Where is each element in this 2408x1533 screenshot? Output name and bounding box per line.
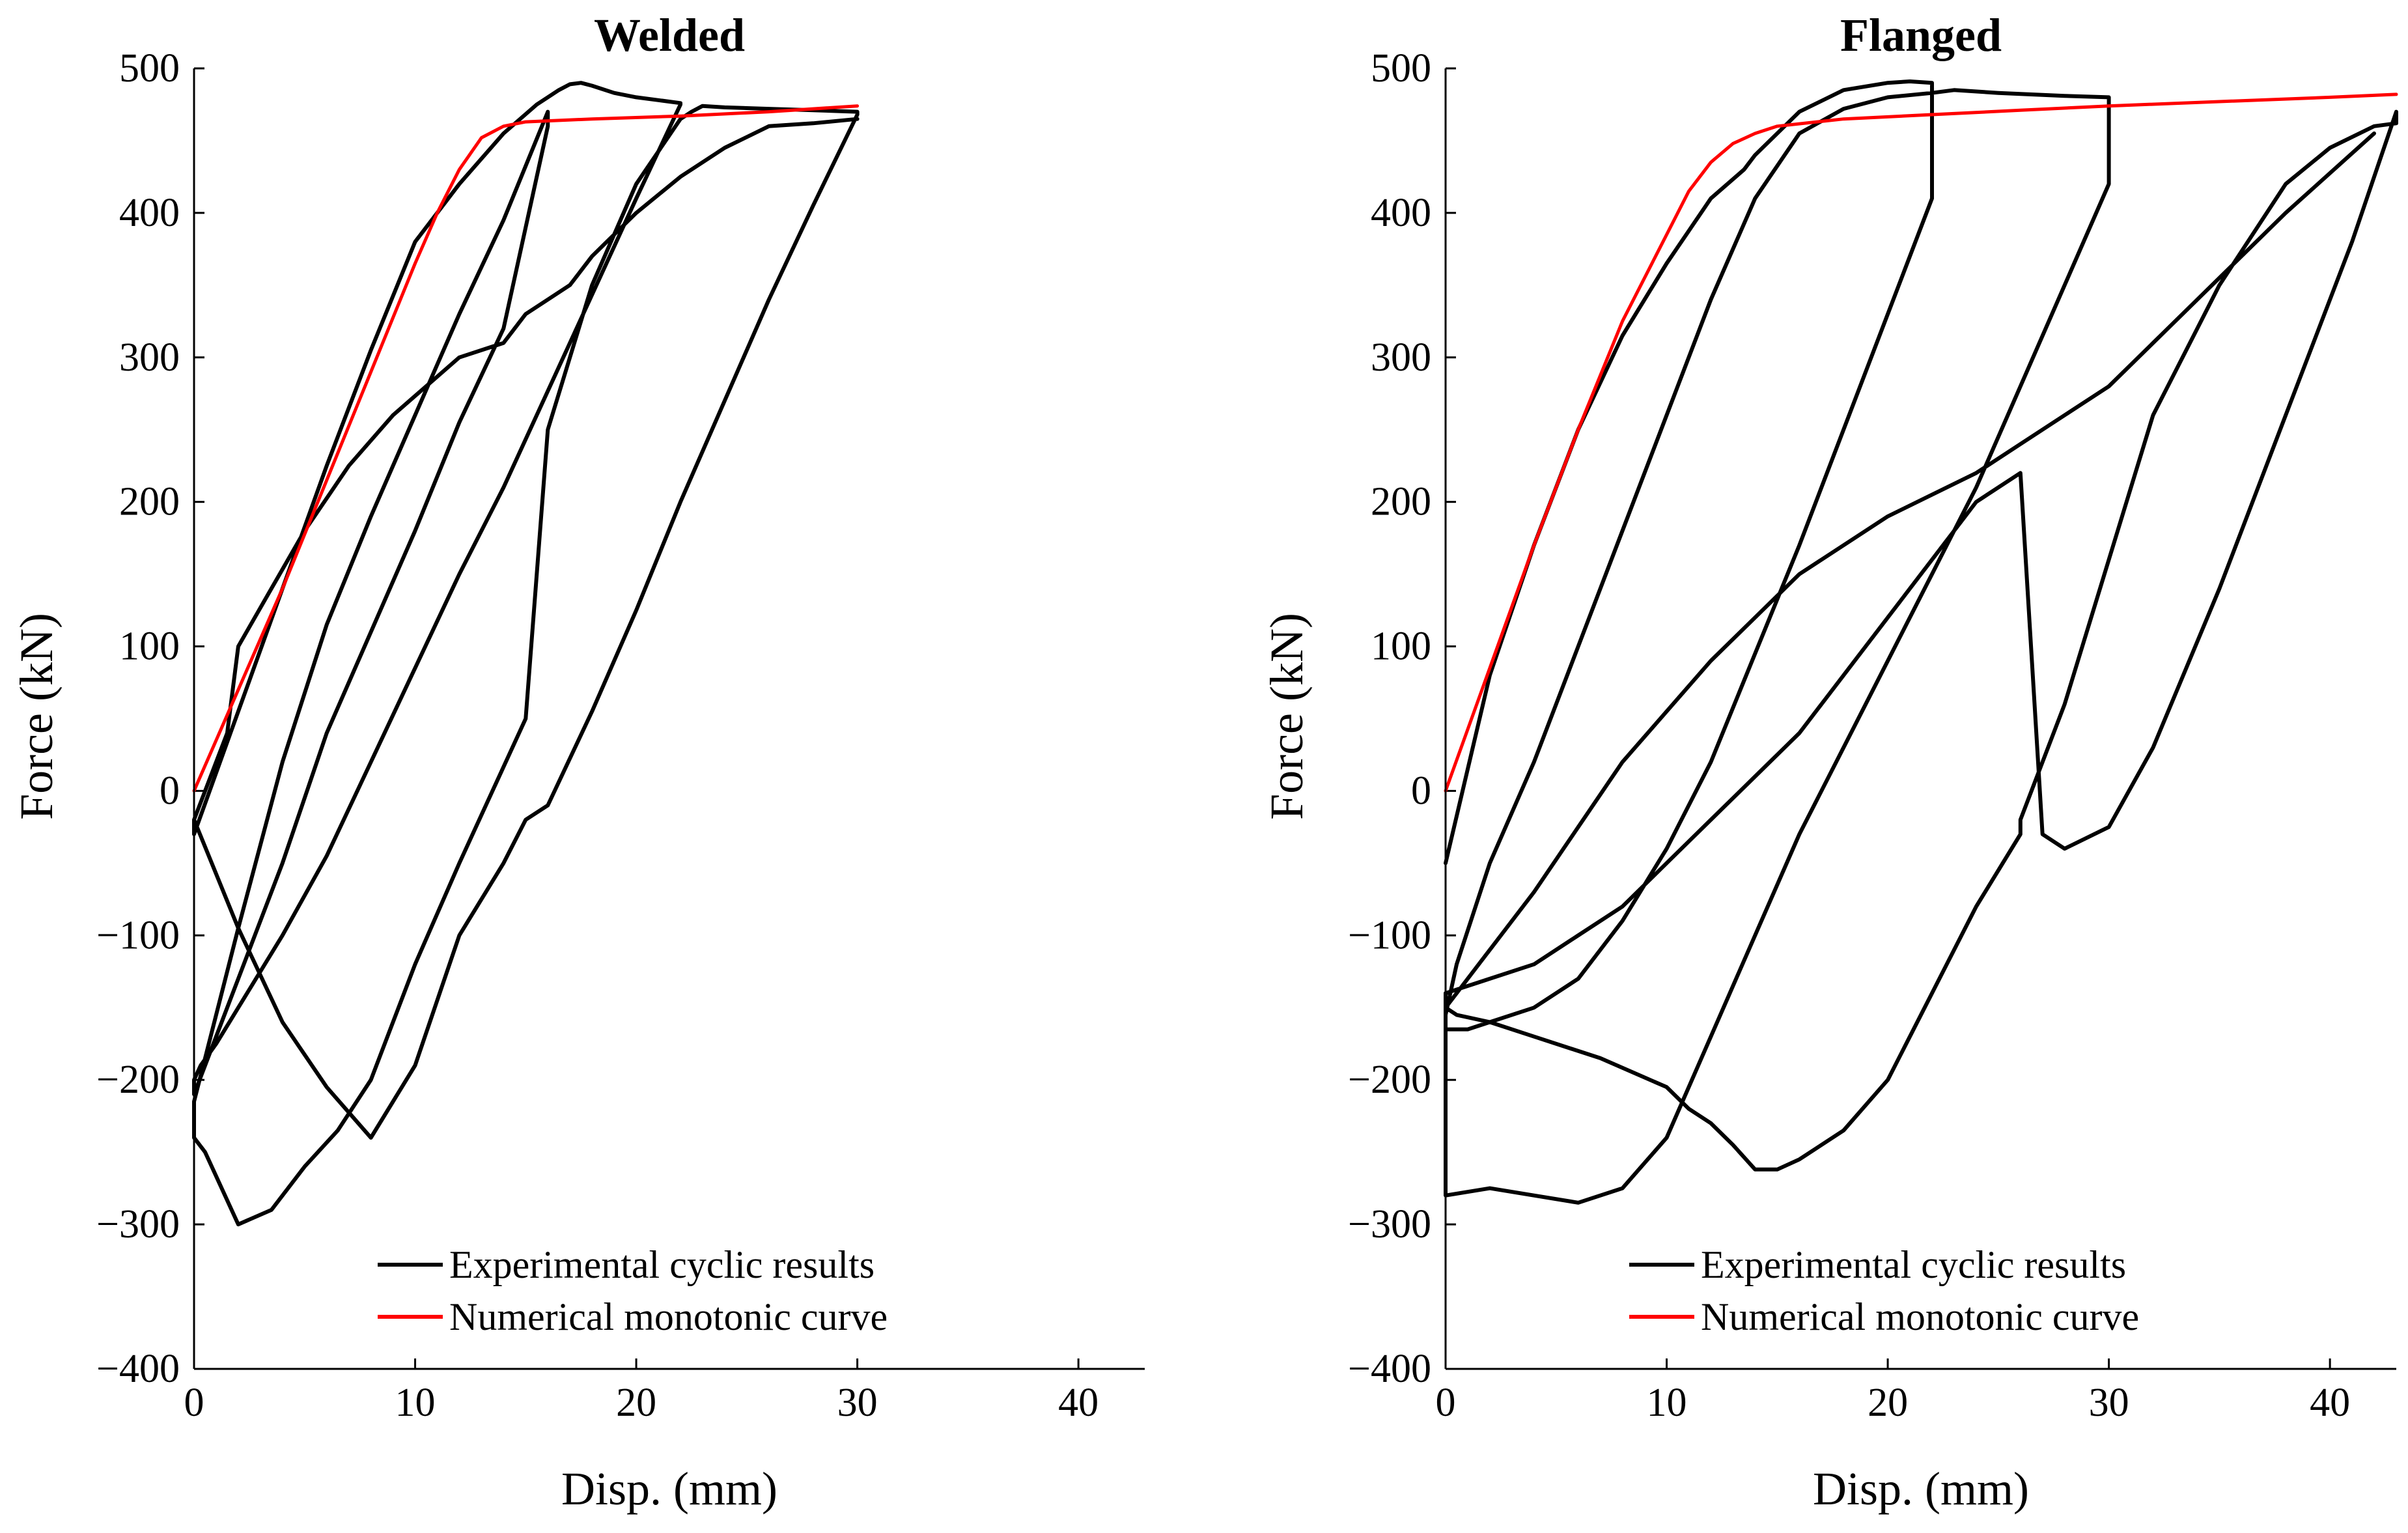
x-tick-label: 30 bbox=[2089, 1381, 2129, 1425]
y-tick-label: −300 bbox=[1348, 1202, 1431, 1246]
x-tick-label: 20 bbox=[616, 1381, 656, 1425]
y-tick-label: 300 bbox=[119, 335, 180, 380]
y-tick-label: 100 bbox=[1371, 625, 1431, 669]
y-tick-label: −400 bbox=[1348, 1347, 1431, 1391]
legend-label-experimental: Experimental cyclic results bbox=[449, 1243, 875, 1286]
y-tick-label: 0 bbox=[160, 768, 180, 813]
legend-label-experimental: Experimental cyclic results bbox=[1701, 1243, 2126, 1286]
series-numerical-line bbox=[1444, 92, 2398, 793]
axis-ticks: −400 −300 −200 −100 0 100 200 300 400 500 0 10 20 30 4… bbox=[1348, 46, 2350, 1425]
y-axis-label: Force (kN) bbox=[10, 613, 63, 820]
chart-title: Flanged bbox=[1840, 9, 2002, 61]
y-tick-label: −200 bbox=[1348, 1058, 1431, 1102]
x-tick-label: 20 bbox=[1868, 1381, 1908, 1425]
series-experimental-line bbox=[1444, 79, 2398, 1205]
x-tick-label: 40 bbox=[2310, 1381, 2350, 1425]
legend: Experimental cyclic results Numerical mo… bbox=[1629, 1243, 2139, 1338]
x-tick-label: 10 bbox=[1647, 1381, 1687, 1425]
chart-flanged: Flanged Force (kN) Disp. (mm) −400 −300 −2… bbox=[1261, 9, 2398, 1515]
y-axis-label: Force (kN) bbox=[1261, 613, 1313, 820]
y-tick-label: 100 bbox=[119, 625, 180, 669]
x-tick-label: 40 bbox=[1058, 1381, 1099, 1425]
y-tick-label: 400 bbox=[1371, 191, 1431, 235]
y-tick-label: −400 bbox=[96, 1347, 180, 1391]
legend: Experimental cyclic results Numerical mo… bbox=[378, 1243, 888, 1338]
y-tick-label: 200 bbox=[119, 480, 180, 524]
plot-series bbox=[1444, 79, 2398, 1205]
y-tick-label: −200 bbox=[96, 1058, 180, 1102]
y-tick-label: 0 bbox=[1411, 768, 1431, 813]
y-tick-label: −100 bbox=[96, 913, 180, 957]
y-tick-label: 300 bbox=[1371, 335, 1431, 380]
x-tick-label: 0 bbox=[184, 1381, 204, 1425]
x-tick-label: 30 bbox=[837, 1381, 878, 1425]
chart-welded: Welded Force (kN) Disp. (mm) −400 −300 −20… bbox=[10, 9, 1145, 1515]
axis-ticks: −400 −300 −200 −100 0 100 200 300 400 500 0 10 20 30 4… bbox=[96, 46, 1099, 1425]
y-tick-label: 500 bbox=[1371, 46, 1431, 91]
legend-label-numerical: Numerical monotonic curve bbox=[449, 1295, 888, 1338]
y-tick-label: −300 bbox=[96, 1202, 180, 1246]
y-tick-label: 200 bbox=[1371, 480, 1431, 524]
x-axis-label: Disp. (mm) bbox=[561, 1463, 777, 1515]
x-tick-label: 10 bbox=[395, 1381, 436, 1425]
y-tick-label: −100 bbox=[1348, 913, 1431, 957]
y-tick-label: 400 bbox=[119, 191, 180, 235]
x-axis-label: Disp. (mm) bbox=[1813, 1463, 2029, 1515]
x-tick-label: 0 bbox=[1436, 1381, 1456, 1425]
y-tick-label: 500 bbox=[119, 46, 180, 91]
series-experimental-line bbox=[192, 81, 860, 1227]
plot-series bbox=[192, 81, 860, 1227]
legend-label-numerical: Numerical monotonic curve bbox=[1701, 1295, 2139, 1338]
series-numerical-line bbox=[192, 104, 860, 793]
chart-title: Welded bbox=[594, 9, 745, 61]
